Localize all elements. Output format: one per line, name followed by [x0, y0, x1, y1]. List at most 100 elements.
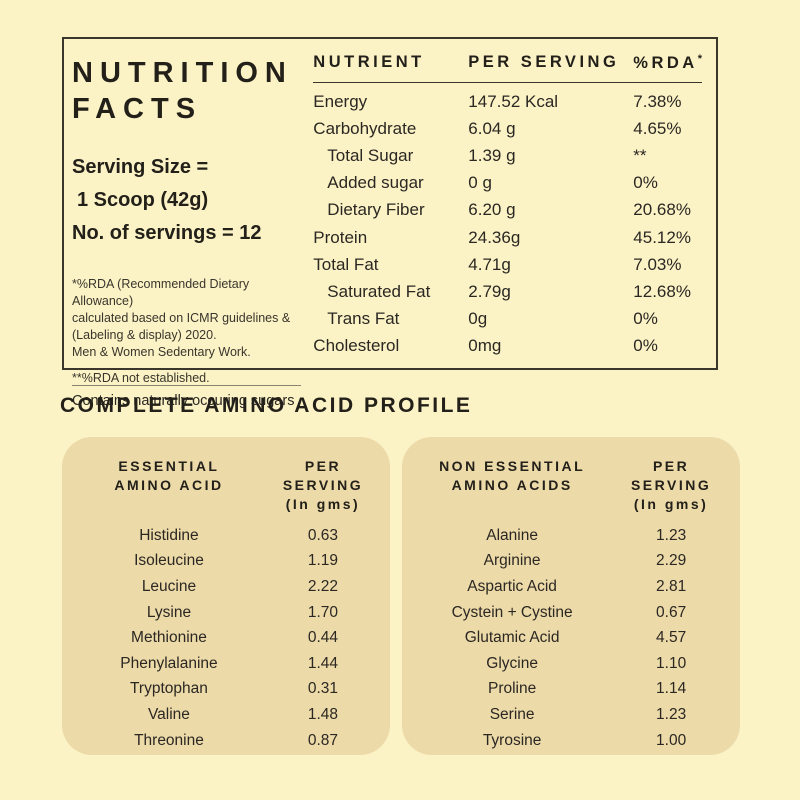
- per-serving-value: 147.52 Kcal: [468, 91, 559, 111]
- non-essential-title: NON ESSENTIAL AMINO ACIDS: [412, 457, 612, 514]
- nutrient-name: Saturated Fat: [327, 281, 431, 301]
- amino-value: 0.67: [656, 603, 687, 621]
- amino-value: 2.81: [656, 577, 687, 595]
- amino-name: Histidine: [139, 526, 199, 544]
- rda-footnote: *%RDA (Recommended Dietary Allowance) ca…: [72, 276, 301, 361]
- amino-value: 0.63: [307, 526, 339, 544]
- nutrient-name: Dietary Fiber: [327, 200, 425, 220]
- nutrient-name: Trans Fat: [327, 309, 400, 329]
- rda-value: 45.12%: [633, 227, 691, 247]
- table-row: Energy 147.52 Kcal 7.38%: [313, 88, 702, 115]
- non-essential-rows: Alanine 1.23 Arginine 2.29 Aspartic Acid 2.…: [412, 523, 730, 753]
- amino-name: Proline: [487, 680, 537, 698]
- list-item: Glutamic Acid 4.57: [412, 625, 730, 651]
- amino-value: 1.70: [307, 603, 339, 621]
- amino-value: 0.87: [307, 731, 339, 749]
- amino-name: Methionine: [131, 629, 207, 647]
- amino-value: 4.57: [656, 629, 687, 647]
- list-item: Lysine 1.70: [72, 600, 380, 626]
- nutrition-facts-title: NUTRITION FACTS: [72, 55, 301, 127]
- rda-not-established-note: **%RDA not established.: [72, 371, 210, 385]
- essential-card-header: ESSENTIAL AMINO ACID PER SERVING (In gms…: [72, 457, 380, 514]
- rda-footnote-line: (Labeling & display) 2020.: [72, 328, 217, 342]
- amino-cards: ESSENTIAL AMINO ACID PER SERVING (In gms…: [62, 437, 740, 755]
- nutrient-table-header: NUTRIENT PER SERVING %RDA*: [313, 53, 702, 83]
- list-item: Arginine 2.29: [412, 549, 730, 575]
- rda-value: 12.68%: [633, 281, 691, 301]
- per-serving-line-2: (In gms): [285, 496, 361, 512]
- rda-value: 7.38%: [633, 91, 682, 111]
- amino-name: Serine: [489, 705, 535, 723]
- per-serving-value: 0g: [468, 309, 488, 329]
- amino-value: 1.14: [656, 680, 687, 698]
- list-item: Alanine 1.23: [412, 523, 730, 549]
- amino-value: 1.48: [307, 705, 339, 723]
- list-item: Histidine 0.63: [72, 523, 380, 549]
- essential-title: ESSENTIAL AMINO ACID: [72, 457, 266, 514]
- non-essential-card-header: NON ESSENTIAL AMINO ACIDS PER SERVING (I…: [412, 457, 730, 514]
- table-row: Carbohydrate 6.04 g 4.65%: [313, 115, 702, 142]
- amino-name: Arginine: [483, 552, 541, 570]
- table-row: Trans Fat 0g 0%: [313, 306, 702, 333]
- amino-name: Glycine: [486, 654, 538, 672]
- rda-value: 7.03%: [633, 254, 682, 274]
- essential-rows: Histidine 0.63 Isoleucine 1.19 Leucine 2.22…: [72, 523, 380, 753]
- header-nutrient: NUTRIENT: [313, 53, 425, 71]
- amino-value: 2.29: [656, 552, 687, 570]
- per-serving-value: 1.39 g: [468, 145, 516, 165]
- list-item: Tryptophan 0.31: [72, 677, 380, 703]
- non-essential-title-line-2: AMINO ACIDS: [451, 477, 573, 493]
- rda-value: **: [633, 145, 647, 165]
- list-item: Isoleucine 1.19: [72, 549, 380, 575]
- rda-footnote-line: Men & Women Sedentary Work.: [72, 345, 251, 359]
- amino-name: Alanine: [486, 526, 538, 544]
- header-per-serving: PER SERVING: [468, 53, 620, 71]
- nutrient-name: Cholesterol: [313, 336, 400, 356]
- amino-value: 1.23: [656, 526, 687, 544]
- amino-name: Aspartic Acid: [467, 577, 557, 595]
- amino-value: 1.44: [307, 654, 339, 672]
- serving-size-label: Serving Size =: [72, 156, 209, 178]
- amino-value: 0.44: [307, 629, 339, 647]
- per-serving-value: 24.36g: [468, 227, 521, 247]
- per-serving-line-2: (In gms): [633, 496, 709, 512]
- contains-sugars-note: Contains naturally occuring sugars: [72, 385, 302, 409]
- amino-value: 0.31: [307, 680, 339, 698]
- per-serving-value: 6.04 g: [468, 118, 516, 138]
- non-essential-amino-card: NON ESSENTIAL AMINO ACIDS PER SERVING (I…: [402, 437, 740, 755]
- essential-amino-card: ESSENTIAL AMINO ACID PER SERVING (In gms…: [62, 437, 390, 755]
- rda-value: 4.65%: [633, 118, 682, 138]
- list-item: Phenylalanine 1.44: [72, 651, 380, 677]
- nutrient-table: NUTRIENT PER SERVING %RDA* Energy 147.52…: [301, 51, 702, 358]
- amino-value: 1.19: [307, 552, 339, 570]
- panel-left-column: NUTRITION FACTS Serving Size = 1 Scoop (…: [72, 51, 302, 409]
- table-row: Protein 24.36g 45.12%: [313, 224, 702, 251]
- serving-size-value: 1 Scoop (42g): [77, 189, 209, 211]
- per-serving-line-1: PER SERVING: [282, 458, 364, 493]
- essential-title-line-1: ESSENTIAL: [118, 458, 220, 474]
- rda-value: 0%: [633, 173, 658, 193]
- rda-value: 0%: [633, 309, 658, 329]
- header-rda-label: %RDA: [633, 54, 698, 72]
- title-line-1: NUTRITION: [72, 57, 293, 89]
- per-serving-value: 0 g: [468, 173, 492, 193]
- list-item: Proline 1.14: [412, 677, 730, 703]
- amino-name: Leucine: [141, 577, 197, 595]
- nutrient-name: Total Fat: [313, 254, 379, 274]
- per-serving-value: 0mg: [468, 336, 502, 356]
- list-item: Cystein + Cystine 0.67: [412, 600, 730, 626]
- rda-footnote-line: calculated based on ICMR guidelines &: [72, 311, 291, 325]
- amino-value: 1.23: [656, 705, 687, 723]
- list-item: Serine 1.23: [412, 702, 730, 728]
- nutrition-facts-panel: NUTRITION FACTS Serving Size = 1 Scoop (…: [62, 37, 718, 409]
- table-row: Total Fat 4.71g 7.03%: [313, 251, 702, 278]
- essential-title-line-2: AMINO ACID: [114, 477, 224, 493]
- amino-name: Lysine: [146, 603, 192, 621]
- nutrient-name: Protein: [313, 227, 368, 247]
- title-line-2: FACTS: [72, 93, 203, 125]
- list-item: Aspartic Acid 2.81: [412, 574, 730, 600]
- list-item: Leucine 2.22: [72, 574, 380, 600]
- table-row: Saturated Fat 2.79g 12.68%: [313, 278, 702, 305]
- list-item: Tyrosine 1.00: [412, 728, 730, 754]
